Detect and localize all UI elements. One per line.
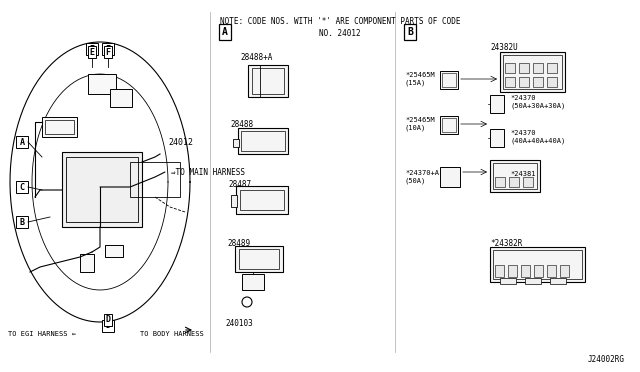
Bar bbox=[66, 157, 138, 222]
Text: *24370
(40A+40A+40A): *24370 (40A+40A+40A) bbox=[510, 130, 565, 144]
Text: 24382U: 24382U bbox=[490, 42, 518, 51]
Bar bbox=[102, 320, 114, 332]
Text: 24012: 24012 bbox=[168, 138, 193, 147]
Text: J24002RG: J24002RG bbox=[588, 355, 625, 364]
Text: *24370+A
(50A): *24370+A (50A) bbox=[405, 170, 439, 184]
Bar bbox=[86, 43, 98, 55]
Bar bbox=[505, 77, 515, 87]
Bar bbox=[42, 117, 77, 137]
Text: F: F bbox=[106, 48, 111, 57]
Bar bbox=[519, 77, 529, 87]
Text: C: C bbox=[19, 183, 24, 192]
Bar bbox=[500, 278, 516, 284]
Text: E: E bbox=[90, 48, 95, 57]
Bar bbox=[503, 55, 562, 89]
Bar bbox=[239, 249, 279, 269]
Text: *24370
(50A+30A+30A): *24370 (50A+30A+30A) bbox=[510, 95, 565, 109]
Bar bbox=[241, 131, 285, 151]
Bar bbox=[493, 163, 537, 189]
Bar bbox=[62, 152, 142, 227]
Bar bbox=[490, 95, 504, 113]
Bar bbox=[560, 265, 569, 277]
Bar bbox=[505, 63, 515, 73]
Text: 28489: 28489 bbox=[227, 240, 250, 248]
Bar bbox=[440, 71, 458, 89]
Bar bbox=[493, 250, 582, 279]
Text: B: B bbox=[19, 218, 24, 227]
Bar bbox=[130, 162, 180, 197]
Bar bbox=[500, 52, 565, 92]
Bar bbox=[523, 177, 533, 187]
Bar bbox=[110, 89, 132, 107]
Bar bbox=[495, 177, 505, 187]
Text: A: A bbox=[19, 138, 24, 147]
Bar bbox=[80, 254, 94, 272]
Bar bbox=[235, 246, 283, 272]
Text: TO EGI HARNESS ⇐: TO EGI HARNESS ⇐ bbox=[8, 331, 76, 337]
Bar bbox=[440, 167, 460, 187]
Bar bbox=[238, 128, 288, 154]
Bar bbox=[495, 265, 504, 277]
Bar bbox=[240, 190, 284, 210]
Text: 240103: 240103 bbox=[225, 320, 253, 328]
Text: B: B bbox=[407, 27, 413, 37]
Bar bbox=[88, 74, 116, 94]
Bar bbox=[16, 181, 28, 193]
Bar bbox=[550, 278, 566, 284]
Bar bbox=[490, 160, 540, 192]
Bar bbox=[533, 63, 543, 73]
Text: D: D bbox=[106, 315, 111, 324]
Bar bbox=[233, 139, 239, 147]
Bar bbox=[440, 116, 458, 134]
Text: 28487: 28487 bbox=[228, 180, 251, 189]
Bar bbox=[490, 129, 504, 147]
Bar bbox=[102, 43, 114, 55]
Bar bbox=[525, 278, 541, 284]
Text: *25465M
(10A): *25465M (10A) bbox=[405, 117, 435, 131]
Bar bbox=[16, 136, 28, 148]
Bar bbox=[442, 118, 456, 132]
Text: 28488: 28488 bbox=[230, 119, 253, 128]
Text: ⇒TO MAIN HARNESS: ⇒TO MAIN HARNESS bbox=[171, 167, 245, 176]
Text: NOTE: CODE NOS. WITH '*' ARE COMPONENT PARTS OF CODE
NO. 24012: NOTE: CODE NOS. WITH '*' ARE COMPONENT P… bbox=[220, 17, 460, 38]
Bar bbox=[442, 73, 456, 87]
Text: TO BODY HARNESS: TO BODY HARNESS bbox=[140, 331, 204, 337]
Text: D: D bbox=[106, 321, 111, 330]
Text: 28488+A: 28488+A bbox=[240, 52, 273, 61]
Bar bbox=[490, 247, 585, 282]
Bar bbox=[16, 216, 28, 228]
Bar bbox=[236, 186, 288, 214]
Text: A: A bbox=[222, 27, 228, 37]
Bar bbox=[534, 265, 543, 277]
Bar bbox=[521, 265, 530, 277]
Bar bbox=[509, 177, 519, 187]
Bar bbox=[547, 63, 557, 73]
Bar bbox=[248, 65, 288, 97]
Text: *24381: *24381 bbox=[510, 171, 536, 177]
Text: F: F bbox=[106, 45, 111, 54]
Text: *25465M
(15A): *25465M (15A) bbox=[405, 72, 435, 86]
Bar bbox=[252, 68, 284, 94]
Bar bbox=[231, 195, 237, 207]
Bar bbox=[547, 265, 556, 277]
Bar bbox=[533, 77, 543, 87]
Bar bbox=[242, 274, 264, 290]
Bar bbox=[105, 245, 123, 257]
Bar bbox=[547, 77, 557, 87]
Text: E: E bbox=[90, 45, 95, 54]
Text: *24382R: *24382R bbox=[490, 240, 522, 248]
Bar bbox=[45, 120, 74, 134]
Bar bbox=[519, 63, 529, 73]
Bar bbox=[508, 265, 517, 277]
